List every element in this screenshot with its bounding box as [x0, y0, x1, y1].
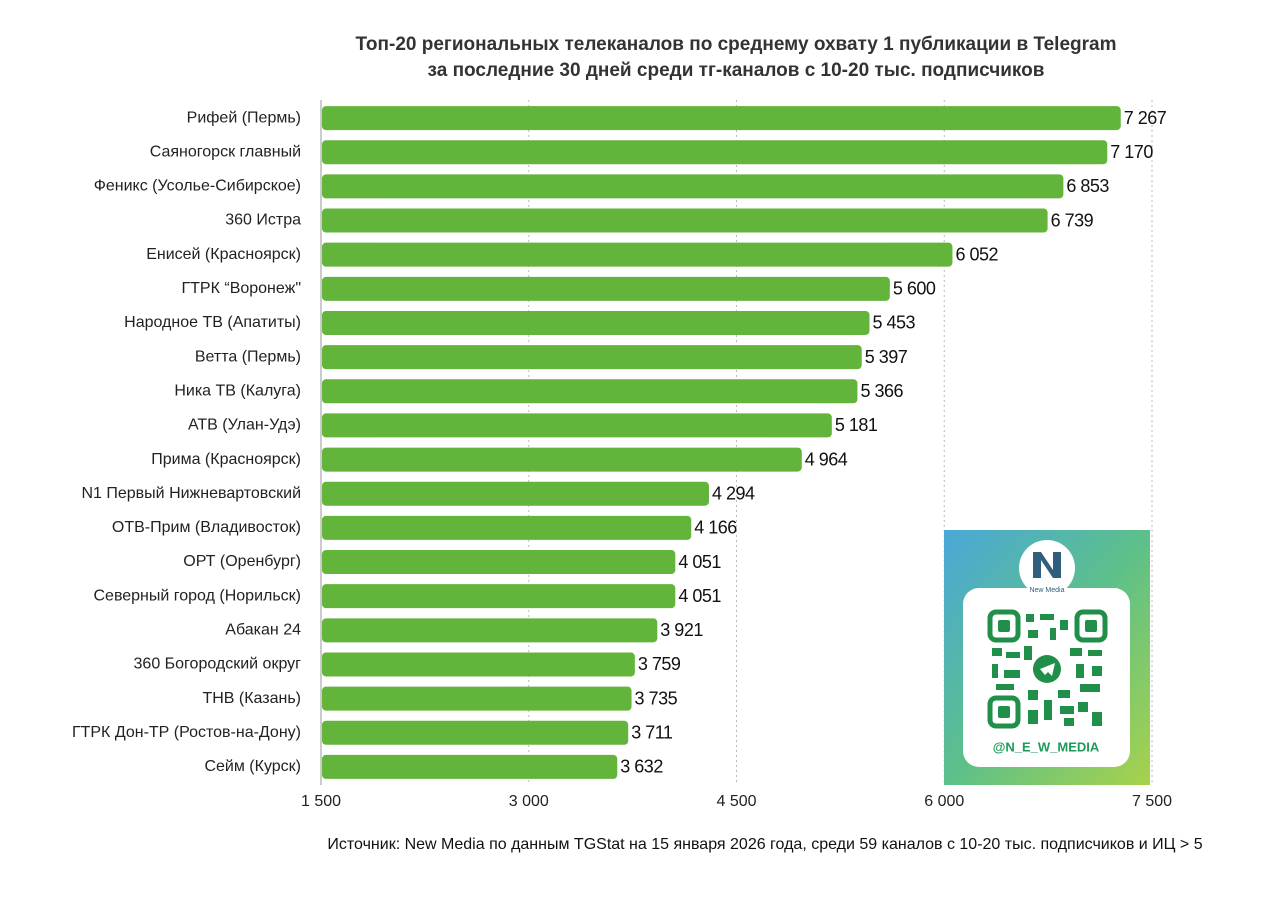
x-tick-label: 3 000: [509, 793, 549, 810]
category-label: ТНВ (Казань): [202, 690, 301, 707]
category-label: Ника ТВ (Калуга): [174, 382, 301, 399]
bar: [322, 106, 1121, 131]
value-label: 4 051: [678, 552, 721, 572]
bar: [322, 720, 629, 745]
value-label: 7 267: [1124, 108, 1167, 128]
bar: [322, 140, 1108, 165]
category-label: ГТРК “Воронеж": [181, 280, 301, 297]
category-label: ГТРК Дон-ТР (Ростов-на-Дону): [72, 724, 301, 741]
x-tick-label: 7 500: [1132, 793, 1172, 810]
bar: [322, 481, 709, 506]
category-label: Енисей (Красноярск): [146, 246, 301, 263]
logo-mark: [1033, 552, 1061, 578]
qr-code: [987, 609, 1108, 729]
value-label: 3 735: [635, 688, 678, 708]
x-tick-label: 1 500: [301, 793, 341, 810]
qr-handle: @N_E_W_MEDIA: [993, 739, 1100, 754]
category-label: Саяногорск главный: [150, 143, 301, 160]
category-label: Ветта (Пермь): [195, 348, 301, 365]
bar: [322, 515, 692, 540]
value-label: 3 921: [660, 620, 703, 640]
bar: [322, 379, 858, 404]
bar: [322, 686, 632, 711]
category-label: Северный город (Норильск): [93, 587, 301, 604]
bar: [322, 413, 832, 438]
category-label: N1 Первый Нижневартовский: [81, 485, 301, 502]
category-label: ОРТ (Оренбург): [183, 553, 301, 570]
value-label: 4 294: [712, 483, 755, 503]
value-label: 4 964: [805, 449, 848, 469]
value-label: 3 759: [638, 654, 681, 674]
category-label: 360 Истра: [225, 212, 301, 229]
bar: [322, 447, 802, 472]
value-label: 3 632: [620, 757, 663, 777]
value-label: 5 397: [865, 347, 908, 367]
bar: [322, 310, 870, 335]
value-label: 5 366: [860, 381, 903, 401]
category-label: Абакан 24: [225, 622, 301, 639]
category-label: ОТВ-Прим (Владивосток): [112, 519, 301, 536]
value-label: 6 853: [1066, 176, 1109, 196]
bar: [322, 550, 676, 575]
bar: [322, 276, 890, 301]
bars: Рифей (Пермь) 7 267 Саяногорск главный 7 17…: [72, 106, 1167, 779]
category-label: Феникс (Усолье-Сибирское): [94, 178, 301, 195]
qr-panel: New Media @N_E_W_MEDIA: [944, 530, 1150, 785]
value-label: 5 600: [893, 279, 936, 299]
bar: [322, 242, 953, 267]
value-label: 4 166: [694, 518, 737, 538]
bar: [322, 618, 658, 643]
chart-title: Топ-20 региональных телеканалов по средн…: [356, 34, 1117, 55]
value-label: 6 052: [955, 244, 998, 264]
bar: [322, 584, 676, 609]
x-tick-label: 4 500: [716, 793, 756, 810]
category-label: Сейм (Курск): [204, 758, 301, 775]
logo-text: New Media: [1029, 587, 1064, 594]
x-tick-label: 6 000: [924, 793, 964, 810]
category-label: Народное ТВ (Апатиты): [124, 314, 301, 331]
value-label: 3 711: [631, 723, 673, 743]
value-label: 4 051: [678, 586, 721, 606]
value-label: 5 181: [835, 415, 878, 435]
category-label: АТВ (Улан-Удэ): [188, 417, 301, 434]
category-label: 360 Богородский округ: [134, 656, 302, 673]
bar: [322, 174, 1064, 199]
bar: [322, 754, 618, 779]
bar: [322, 345, 862, 370]
value-label: 7 170: [1110, 142, 1153, 162]
bar: [322, 208, 1048, 233]
category-label: Прима (Красноярск): [151, 451, 301, 468]
source-note: Источник: New Media по данным TGStat на …: [327, 836, 1202, 853]
value-label: 6 739: [1051, 210, 1094, 230]
value-label: 5 453: [872, 313, 915, 333]
chart-subtitle: за последние 30 дней среди тг-каналов с …: [428, 60, 1045, 81]
bar: [322, 652, 635, 677]
category-label: Рифей (Пермь): [187, 109, 301, 126]
